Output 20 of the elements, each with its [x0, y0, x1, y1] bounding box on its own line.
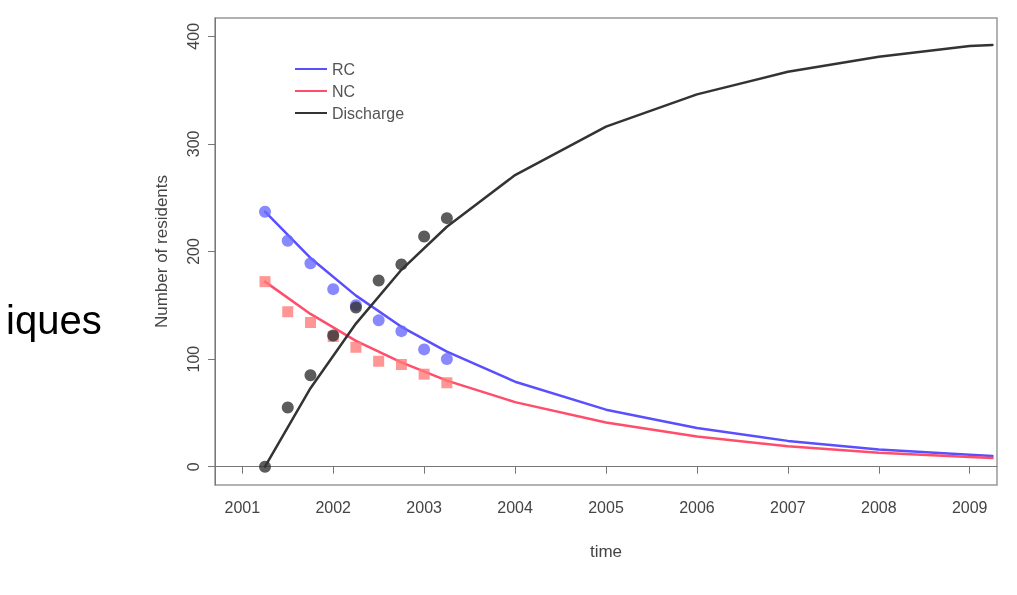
y-tick-label: 300 [184, 130, 202, 158]
legend-label: NC [332, 82, 356, 100]
y-tick-label: 200 [184, 238, 202, 265]
y-tick-label: 400 [184, 22, 202, 50]
x-tick-label: 2001 [224, 498, 261, 516]
x-tick-label: 2002 [315, 498, 352, 516]
x-tick-label: 2008 [860, 498, 897, 516]
x-tick-label: 2007 [770, 498, 806, 516]
x-tick-label: 2003 [406, 498, 443, 516]
legend-label: Discharge [332, 104, 405, 122]
x-tick-label: 2004 [497, 498, 533, 516]
text: iques [6, 298, 102, 342]
x-axis-title: time [589, 542, 623, 561]
y-tick-label: 0 [184, 462, 202, 472]
x-tick-label: 2006 [679, 498, 715, 516]
legend-label: RC [332, 60, 356, 78]
y-axis-title: Number of residents [152, 174, 171, 329]
x-tick-label: 2009 [951, 498, 988, 516]
x-tick-label: 2005 [588, 498, 624, 516]
y-tick-label: 100 [184, 345, 202, 373]
